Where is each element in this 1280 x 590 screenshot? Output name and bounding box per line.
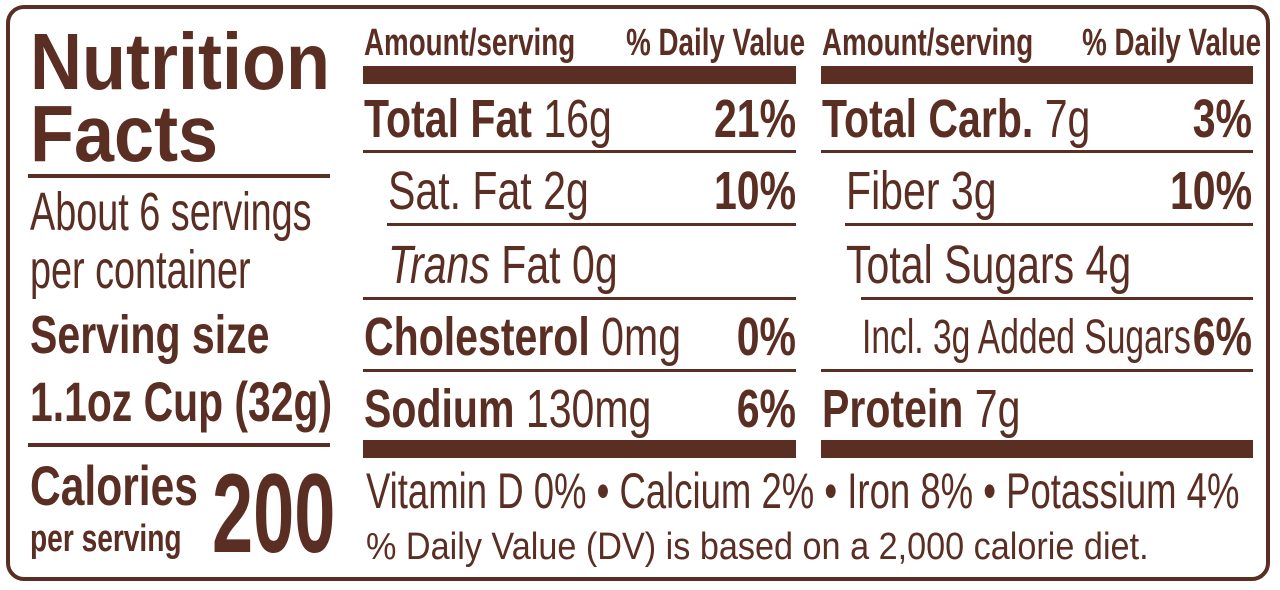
- left-row-trans-fat: Trans Fat 0g: [388, 235, 618, 295]
- dv-footnote: % Daily Value (DV) is based on a 2,000 c…: [366, 526, 1149, 568]
- calories-value: 200: [212, 451, 336, 576]
- right-row-divider: [821, 150, 1253, 153]
- left-row-sodium-dv: 6%: [736, 379, 796, 439]
- left-row-cholesterol: Cholesterol 0mg: [364, 307, 682, 367]
- left-row-sat-fat-dv: 10%: [713, 161, 796, 221]
- title-facts: Facts: [30, 89, 219, 178]
- right-row-total-carb-dv: 3%: [1192, 89, 1252, 149]
- right-row-added-sugars: Incl. 3g Added Sugars: [862, 311, 1191, 364]
- right-row-divider: [861, 297, 1253, 300]
- right-row-protein: Protein 7g: [822, 379, 1021, 439]
- right-row-fiber: Fiber 3g: [846, 161, 997, 221]
- title-nutrition: Nutrition: [30, 17, 330, 106]
- right-row-divider: [821, 369, 1253, 372]
- right-row-total-sugars: Total Sugars 4g: [846, 235, 1132, 295]
- calories-sublabel: per serving: [30, 518, 182, 560]
- title-divider: [28, 174, 330, 178]
- right-header-dv: % Daily Value: [1082, 22, 1262, 64]
- left-row-cholesterol-dv: 0%: [736, 307, 796, 367]
- right-bottom-bar: [821, 440, 1253, 458]
- right-header-amount: Amount/serving: [822, 22, 1034, 64]
- serving-size-label: Serving size: [30, 305, 270, 365]
- right-row-total-carb: Total Carb. 7g: [822, 89, 1091, 149]
- left-row-divider: [363, 297, 796, 300]
- right-row-added-sugars-dv: 6%: [1192, 307, 1252, 367]
- left-header-bar: [363, 66, 796, 84]
- left-row-sodium: Sodium 130mg: [364, 379, 652, 439]
- left-row-divider: [387, 223, 796, 226]
- left-header-amount: Amount/serving: [364, 22, 576, 64]
- left-row-divider: [363, 369, 796, 372]
- left-header-dv: % Daily Value: [626, 22, 806, 64]
- serving-size-value: 1.1oz Cup (32g): [30, 370, 333, 433]
- servings-line-1: About 6 servings: [30, 182, 312, 242]
- left-bottom-bar: [363, 440, 796, 458]
- left-row-total-fat-dv: 21%: [713, 89, 796, 149]
- serving-divider: [28, 443, 330, 447]
- right-row-fiber-dv: 10%: [1169, 161, 1252, 221]
- right-header-bar: [821, 66, 1253, 84]
- left-row-divider: [363, 150, 796, 153]
- servings-line-2: per container: [30, 240, 251, 300]
- right-row-divider: [845, 223, 1253, 226]
- calories-label: Calories: [30, 454, 198, 517]
- left-row-total-fat: Total Fat 16g: [364, 89, 612, 149]
- label-border: [6, 5, 1270, 581]
- left-row-sat-fat: Sat. Fat 2g: [388, 161, 589, 221]
- micronutrients-line: Vitamin D 0% • Calcium 2% • Iron 8% • Po…: [366, 463, 1240, 519]
